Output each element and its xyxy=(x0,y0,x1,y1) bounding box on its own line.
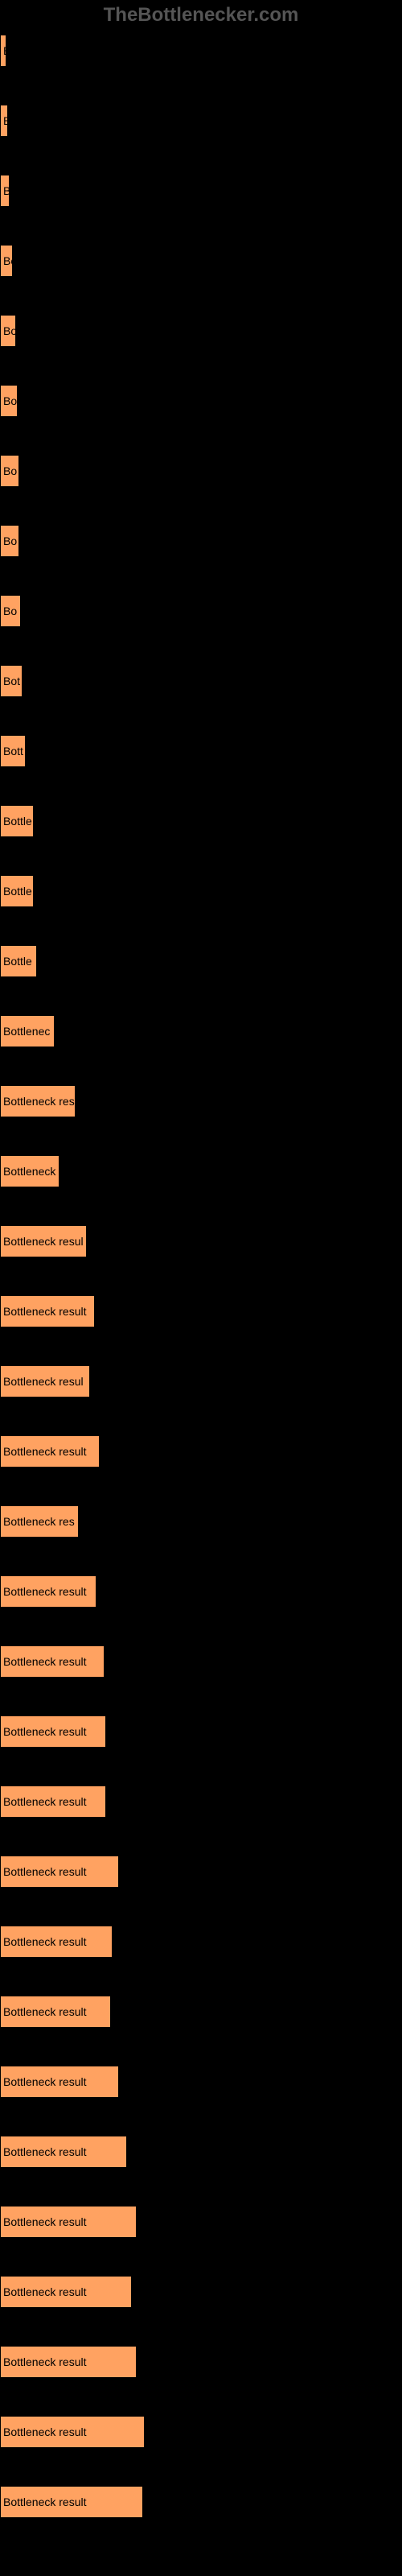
bar-row: Bottleneck result xyxy=(0,1645,402,1678)
bar-row: Bottleneck result xyxy=(0,2206,402,2238)
bar-row: Bot xyxy=(0,665,402,697)
bar-label: Bottleneck result xyxy=(3,2145,87,2158)
bar-row: Bottleneck result xyxy=(0,2486,402,2518)
bar-label: Bottleneck res xyxy=(3,1515,75,1528)
bar-label: Bo xyxy=(3,254,17,267)
bar-label: Bottle xyxy=(3,885,32,898)
bar-label: Bottle xyxy=(3,815,32,828)
bar-label: B xyxy=(3,184,10,197)
bar-row: B xyxy=(0,105,402,137)
bar-label: Bottleneck result xyxy=(3,1865,87,1878)
bar-row: Bo xyxy=(0,385,402,417)
bar-row: B xyxy=(0,175,402,207)
bar-row: Bottleneck result xyxy=(0,2066,402,2098)
bar-label: Bo xyxy=(3,535,17,547)
bar-label: Bottlenec xyxy=(3,1025,50,1038)
bar-row: Bottleneck xyxy=(0,1155,402,1187)
bar-row: Bottleneck result xyxy=(0,1575,402,1608)
bar-row: Bottleneck result xyxy=(0,2346,402,2378)
bar-row: Bottleneck result xyxy=(0,2136,402,2168)
bar-label: Bottleneck res xyxy=(3,1095,75,1108)
bar-label: Bo xyxy=(3,605,17,617)
bar-label: Bottleneck result xyxy=(3,1585,87,1598)
bar-label: Bott xyxy=(3,745,23,758)
bar-row: Bottleneck resul xyxy=(0,1225,402,1257)
bar-row: Bottleneck result xyxy=(0,1996,402,2028)
bar-row: Bottle xyxy=(0,875,402,907)
bar-row: Bottleneck result xyxy=(0,1926,402,1958)
bar-row: Bottleneck result xyxy=(0,2276,402,2308)
bar-row: Bottleneck result xyxy=(0,1435,402,1468)
bar-label: Bottleneck xyxy=(3,1165,55,1178)
bar-label: Bottleneck result xyxy=(3,2355,87,2368)
bar-label: B xyxy=(3,114,10,127)
bar-row: Bottleneck res xyxy=(0,1085,402,1117)
bar-label: Bottle xyxy=(3,955,32,968)
bar-row: Bottle xyxy=(0,945,402,977)
bar-label: Bottleneck result xyxy=(3,1445,87,1458)
bar-row: Bottleneck result xyxy=(0,1856,402,1888)
bar-row: Bottle xyxy=(0,805,402,837)
bar-label: Bottleneck result xyxy=(3,2496,87,2508)
bar-row: B xyxy=(0,35,402,67)
bar-row: Bottleneck res xyxy=(0,1505,402,1538)
bar-label: Bottleneck result xyxy=(3,2075,87,2088)
bar-label: Bottleneck resul xyxy=(3,1375,84,1388)
bar-row: Bo xyxy=(0,315,402,347)
bar-label: Bo xyxy=(3,464,17,477)
watermark-text: TheBottlenecker.com xyxy=(0,0,402,27)
bar-label: Bottleneck resul xyxy=(3,1235,84,1248)
bar-label: Bottleneck result xyxy=(3,2285,87,2298)
bar-label: Bottleneck result xyxy=(3,2425,87,2438)
bar-label: Bottleneck result xyxy=(3,1305,87,1318)
bar-label: Bo xyxy=(3,394,17,407)
bar-label: B xyxy=(3,44,10,57)
bar-row: Bo xyxy=(0,595,402,627)
bar-row: Bo xyxy=(0,455,402,487)
bar-row: Bottleneck resul xyxy=(0,1365,402,1397)
bar-label: Bottleneck result xyxy=(3,1725,87,1738)
bar-row: Bott xyxy=(0,735,402,767)
bar-label: Bottleneck result xyxy=(3,2005,87,2018)
bar-row: Bo xyxy=(0,245,402,277)
bar-row: Bottlenec xyxy=(0,1015,402,1047)
bar-label: Bottleneck result xyxy=(3,1795,87,1808)
bar-chart: B B B Bo Bo Bo Bo Bo Bo Bot Bott Bottle Bottle Bottle… xyxy=(0,27,402,2518)
bar-row: Bottleneck result xyxy=(0,1295,402,1327)
bar-row: Bottleneck result xyxy=(0,1715,402,1748)
bar-label: Bot xyxy=(3,675,20,687)
bar-label: Bo xyxy=(3,324,17,337)
bar-label: Bottleneck result xyxy=(3,1655,87,1668)
bar-row: Bottleneck result xyxy=(0,1785,402,1818)
bar-label: Bottleneck result xyxy=(3,2215,87,2228)
bar-row: Bottleneck result xyxy=(0,2416,402,2448)
bar-row: Bo xyxy=(0,525,402,557)
bar-label: Bottleneck result xyxy=(3,1935,87,1948)
